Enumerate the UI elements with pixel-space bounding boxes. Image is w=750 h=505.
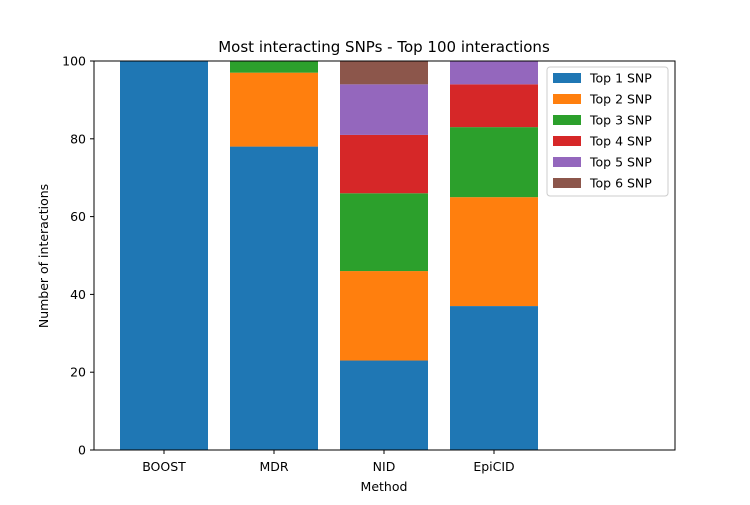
bar-mdr-top-1-snp — [230, 146, 318, 450]
legend-label-top-4-snp: Top 4 SNP — [589, 134, 652, 149]
legend-label-top-1-snp: Top 1 SNP — [589, 71, 652, 86]
legend-swatch-top-1-snp — [553, 73, 581, 83]
bar-nid-top-4-snp — [340, 134, 428, 194]
legend-swatch-top-4-snp — [553, 136, 581, 146]
legend-label-top-6-snp: Top 6 SNP — [589, 176, 652, 191]
bar-epicid-top-4-snp — [450, 84, 538, 128]
x-tick-label: EpiCID — [473, 459, 514, 474]
x-tick-label: BOOST — [142, 459, 186, 474]
bar-boost-top-1-snp — [120, 61, 208, 450]
bar-nid-top-6-snp — [340, 61, 428, 85]
x-axis-label: Method — [361, 479, 408, 494]
bar-epicid-top-3-snp — [450, 127, 538, 198]
bars-layer — [120, 61, 538, 450]
x-tick-label: NID — [373, 459, 396, 474]
bar-mdr-top-2-snp — [230, 72, 318, 147]
legend-swatch-top-3-snp — [553, 115, 581, 125]
bar-epicid-top-5-snp — [450, 61, 538, 85]
legend-swatch-top-6-snp — [553, 178, 581, 188]
bar-epicid-top-2-snp — [450, 197, 538, 307]
y-axis: 0 20 40 60 80 100 — [62, 54, 94, 458]
bar-nid-top-2-snp — [340, 271, 428, 361]
bar-nid-top-3-snp — [340, 193, 428, 272]
legend-label-top-5-snp: Top 5 SNP — [589, 155, 652, 170]
y-tick-label: 40 — [70, 287, 86, 302]
y-tick-label: 80 — [70, 131, 86, 146]
legend: Top 1 SNP Top 2 SNP Top 3 SNP Top 4 SNP Top … — [546, 66, 669, 197]
legend-label-top-2-snp: Top 2 SNP — [589, 92, 652, 107]
bar-nid-top-5-snp — [340, 84, 428, 135]
bar-mdr-top-3-snp — [230, 61, 318, 73]
bar-nid-top-1-snp — [340, 360, 428, 450]
y-tick-label: 0 — [78, 443, 86, 458]
x-axis: BOOST MDR NID EpiCID — [142, 450, 515, 474]
y-tick-label: 60 — [70, 209, 86, 224]
y-tick-label: 100 — [62, 54, 86, 69]
legend-label-top-3-snp: Top 3 SNP — [589, 113, 652, 128]
bar-epicid-top-1-snp — [450, 306, 538, 450]
y-axis-label: Number of interactions — [36, 184, 51, 328]
chart-title: Most interacting SNPs - Top 100 interact… — [218, 38, 550, 56]
legend-swatch-top-2-snp — [553, 94, 581, 104]
x-tick-label: MDR — [259, 459, 288, 474]
y-tick-label: 20 — [70, 365, 86, 380]
legend-swatch-top-5-snp — [553, 157, 581, 167]
